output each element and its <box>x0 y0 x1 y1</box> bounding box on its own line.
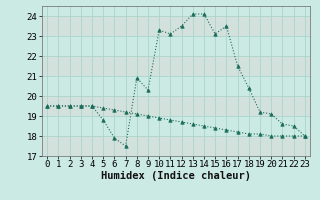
Bar <box>42 96 310 116</box>
X-axis label: Humidex (Indice chaleur): Humidex (Indice chaleur) <box>101 171 251 181</box>
Bar <box>42 56 310 76</box>
Bar <box>42 16 310 36</box>
Bar <box>42 136 310 156</box>
